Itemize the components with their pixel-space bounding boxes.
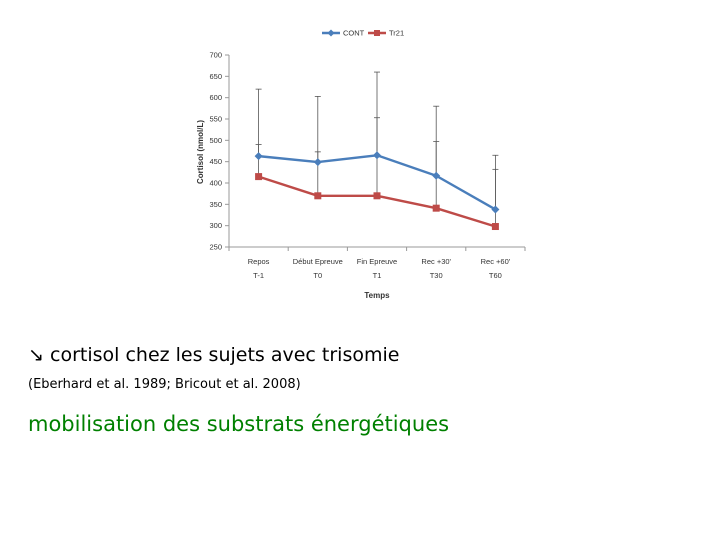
- x-tick-label: T-1: [253, 271, 264, 280]
- y-tick-label: 650: [209, 72, 222, 81]
- data-point-cont: [373, 151, 381, 160]
- legend-label-tr21: Tr21: [389, 29, 404, 38]
- x-tick-label: Rec +60': [481, 257, 511, 266]
- data-point-tr21: [491, 223, 499, 231]
- x-tick-label: Rec +30': [421, 257, 451, 266]
- data-point-tr21: [373, 192, 381, 200]
- chart-axes: [228, 55, 525, 248]
- legend-label-cont: CONT: [343, 29, 365, 38]
- x-tick-label: T30: [430, 271, 443, 280]
- references-text: (Eberhard et al. 1989; Bricout et al. 20…: [28, 377, 301, 392]
- legend-marker-tr21: [374, 30, 380, 36]
- x-tick-label: Fin Epreuve: [357, 257, 397, 266]
- y-tick-label: 700: [209, 51, 222, 60]
- series-markers: [254, 151, 500, 231]
- y-tick-label: 500: [209, 136, 222, 145]
- data-point-tr21: [255, 173, 263, 181]
- y-tick-label: 350: [209, 200, 222, 209]
- x-tick-label: Repos: [248, 257, 270, 266]
- y-tick-label: 450: [209, 157, 222, 166]
- chart-legend: CONT Tr21: [322, 29, 404, 38]
- y-tick-label: 600: [209, 93, 222, 102]
- cortisol-line-chart: CONT Tr21 250300350400450500550600650700 …: [196, 29, 526, 300]
- x-tick-label: T0: [313, 271, 322, 280]
- data-point-tr21: [432, 204, 440, 212]
- y-axis-title: Cortisol (nmol/L): [196, 120, 205, 184]
- y-tick-label: 400: [209, 179, 222, 188]
- x-tick-label: Début Epreuve: [293, 257, 343, 266]
- x-tick-label: T60: [489, 271, 502, 280]
- x-axis-ticks: Repos T-1 Début Epreuve T0 Fin Epreuve T1 Rec …: [228, 247, 526, 280]
- y-tick-label: 300: [209, 221, 222, 230]
- legend-marker-cont: [327, 29, 335, 37]
- data-point-cont: [313, 158, 322, 167]
- substrate-mobilisation-text: mobilisation des substrats énergétiques: [28, 412, 450, 436]
- data-point-cont: [432, 171, 441, 180]
- error-bars: [255, 71, 499, 227]
- x-axis-title: Temps: [364, 291, 390, 300]
- decrease-arrow-icon: ↘: [28, 344, 44, 366]
- y-axis-ticks: 250 300 350 400 450 500 550 600 650 700: [209, 51, 229, 252]
- data-point-tr21: [314, 192, 322, 200]
- y-tick-label: 550: [209, 115, 222, 124]
- x-tick-label: T1: [373, 271, 382, 280]
- cortisol-statement: ↘ cortisol chez les sujets avec trisomie: [28, 344, 399, 366]
- y-tick-label: 250: [209, 243, 222, 252]
- cortisol-statement-text: cortisol chez les sujets avec trisomie: [50, 344, 400, 366]
- data-point-cont: [491, 205, 500, 214]
- data-point-cont: [254, 152, 263, 161]
